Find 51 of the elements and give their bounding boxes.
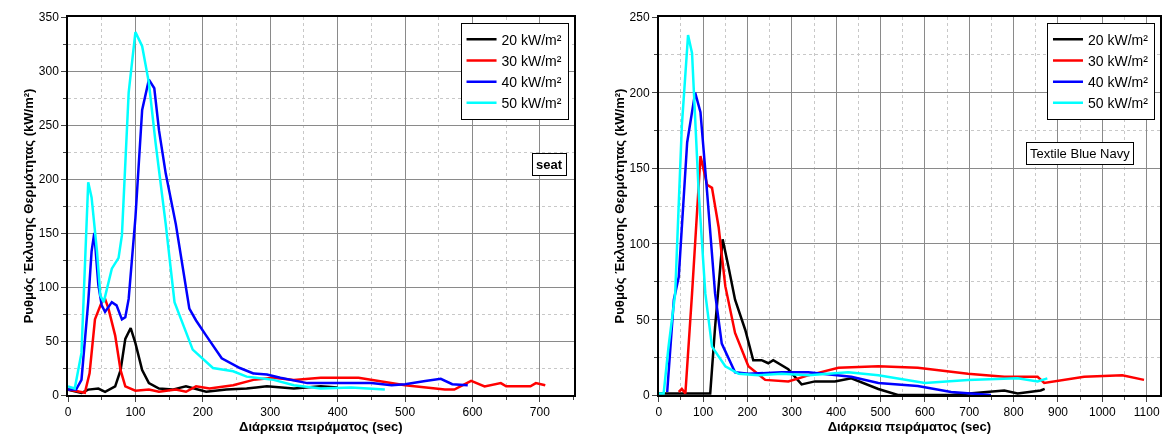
y-tick-label: 200 bbox=[629, 85, 650, 100]
x-tick-label: 600 bbox=[914, 405, 936, 420]
x-axis-title: Διάρκεια πειράματος (sec) bbox=[239, 419, 403, 435]
x-axis-title: Διάρκεια πειράματος (sec) bbox=[827, 419, 992, 435]
x-tick-label: 800 bbox=[1003, 405, 1024, 420]
x-tick-label: 1100 bbox=[1133, 405, 1160, 420]
x-tick-label: 1000 bbox=[1088, 405, 1116, 420]
y-tick-label: 50 bbox=[636, 312, 650, 327]
legend-label: 40 kW/m² bbox=[1087, 74, 1149, 91]
x-tick-label: 300 bbox=[781, 405, 803, 420]
y-tick-label: 150 bbox=[38, 226, 60, 241]
legend-label: 40 kW/m² bbox=[501, 74, 562, 91]
x-tick-label: 400 bbox=[826, 405, 847, 420]
x-tick-label: 500 bbox=[395, 405, 416, 420]
x-tick-label: 700 bbox=[529, 405, 551, 420]
line-series bbox=[68, 297, 547, 395]
y-tick-label: 350 bbox=[38, 10, 60, 25]
x-tick-label: 0 bbox=[64, 405, 72, 420]
legend-label: 30 kW/m² bbox=[1087, 52, 1149, 69]
x-tick-label: 400 bbox=[327, 405, 348, 420]
x-tick-label: 100 bbox=[125, 405, 146, 420]
x-tick-label: 500 bbox=[870, 405, 891, 420]
annotation: seat bbox=[536, 157, 563, 172]
y-tick-label: 200 bbox=[38, 172, 60, 187]
x-tick-label: 200 bbox=[737, 405, 758, 420]
y-tick-label: 0 bbox=[642, 388, 650, 403]
annotation: Textile Blue Navy bbox=[1030, 146, 1131, 161]
y-tick-label: 100 bbox=[38, 280, 60, 295]
y-tick-label: 50 bbox=[45, 334, 60, 349]
x-tick-label: 600 bbox=[462, 405, 483, 420]
x-tick-label: 300 bbox=[260, 405, 281, 420]
x-tick-label: 700 bbox=[959, 405, 980, 420]
y-tick-label: 300 bbox=[38, 64, 60, 79]
x-tick-label: 0 bbox=[655, 405, 663, 420]
y-tick-label: 0 bbox=[52, 388, 60, 403]
legend-label: 20 kW/m² bbox=[1087, 31, 1149, 48]
x-tick-label: 100 bbox=[693, 405, 714, 420]
legend-label: 20 kW/m² bbox=[501, 31, 562, 48]
y-tick-label: 250 bbox=[629, 10, 650, 25]
y-axis-title: Ρυθμός Έκλυσης Θερμότητας (kW/m²) bbox=[612, 88, 628, 324]
legend-label: 30 kW/m² bbox=[501, 52, 562, 69]
line-series bbox=[68, 30, 387, 391]
line-series bbox=[68, 78, 470, 391]
x-tick-label: 200 bbox=[192, 405, 214, 420]
y-tick-label: 150 bbox=[629, 161, 650, 176]
y-tick-label: 100 bbox=[629, 237, 650, 251]
legend-label: 50 kW/m² bbox=[501, 95, 562, 112]
legend-label: 50 kW/m² bbox=[1087, 95, 1149, 112]
y-tick-label: 250 bbox=[38, 118, 60, 133]
y-axis-title: Ρυθμός Έκλυσης Θερμότητας (kW/m²) bbox=[21, 88, 37, 324]
x-tick-label: 900 bbox=[1047, 405, 1069, 420]
